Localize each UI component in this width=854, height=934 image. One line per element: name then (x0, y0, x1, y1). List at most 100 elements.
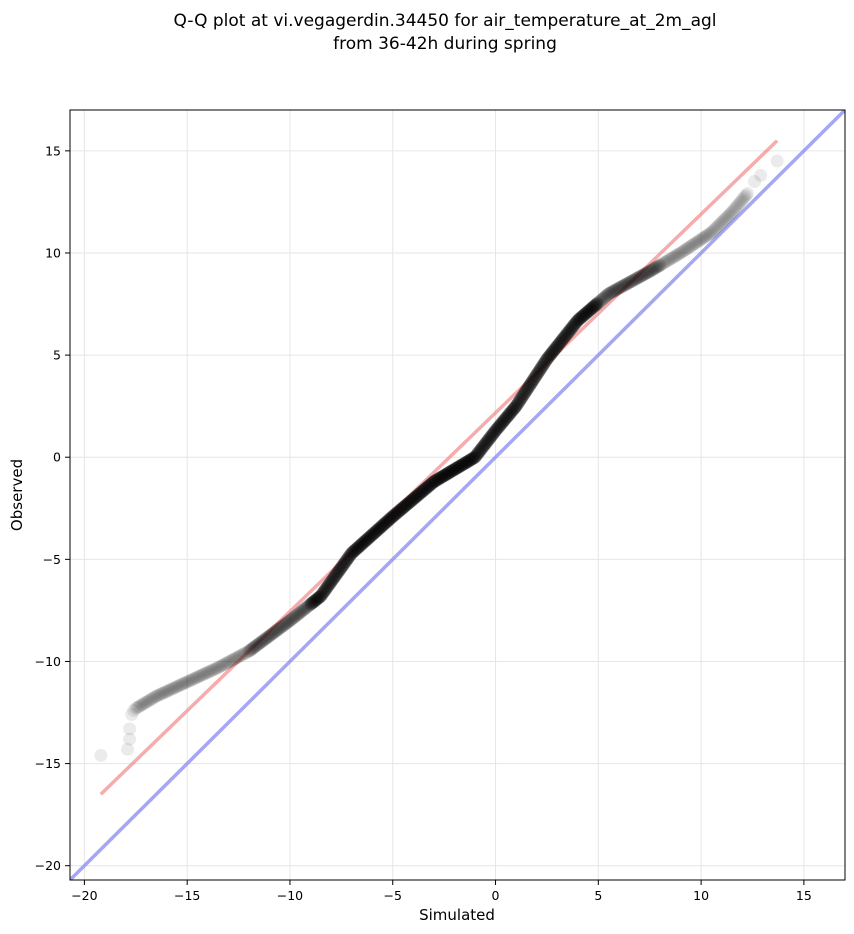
quantile-point (546, 345, 560, 359)
quantile-point (551, 339, 565, 353)
quantile-point (565, 320, 579, 334)
quantile-point (202, 665, 216, 679)
quantile-point (734, 194, 748, 208)
x-axis-label: Simulated (419, 906, 495, 924)
quantile-point (692, 233, 706, 247)
quantile-point (379, 515, 393, 529)
quantile-point (475, 441, 489, 455)
quantile-point (269, 624, 283, 638)
quantile-point (671, 247, 685, 261)
quantile-point (125, 708, 139, 722)
quantile-point (315, 587, 329, 601)
quantile-point (451, 461, 465, 475)
quantile-point (273, 621, 287, 635)
quantile-point (351, 541, 365, 555)
quantile-point (380, 514, 394, 528)
quantile-point (203, 664, 217, 678)
quantile-point (680, 242, 694, 256)
quantile-point (348, 543, 362, 557)
y-tick-label: −10 (35, 654, 61, 669)
quantile-point (184, 673, 198, 687)
quantile-point (721, 209, 735, 223)
quantile-point (483, 431, 497, 445)
quantile-point (192, 670, 206, 684)
quantile-point (276, 619, 290, 633)
quantile-point (526, 373, 540, 387)
quantile-point (654, 257, 668, 271)
quantile-point (726, 204, 740, 218)
quantile-point (141, 694, 155, 708)
quantile-point (422, 479, 436, 493)
quantile-point (150, 689, 164, 703)
x-tick-label: 15 (796, 888, 812, 903)
quantile-point (512, 394, 526, 408)
quantile-point (432, 472, 446, 486)
quantile-point (662, 253, 676, 267)
quantile-point (412, 487, 426, 501)
quantile-point (469, 449, 483, 463)
quantile-point (454, 458, 468, 472)
quantile-point (135, 698, 149, 712)
quantile-point (495, 416, 509, 430)
quantile-point (363, 530, 377, 544)
x-tick-label: −20 (71, 888, 97, 903)
quantile-point (741, 186, 755, 200)
quantile-point (131, 700, 145, 714)
quantile-point (214, 659, 228, 673)
quantile-point (732, 197, 746, 211)
quantile-point (711, 219, 725, 233)
quantile-point (556, 333, 570, 347)
quantile-point (708, 221, 722, 235)
quantile-point (378, 516, 392, 530)
quantile-point (266, 626, 280, 640)
quantile-point (367, 526, 381, 540)
quantile-point (720, 210, 734, 224)
quantile-point (129, 701, 143, 715)
quantile-point (353, 538, 367, 552)
quantile-point (500, 410, 514, 424)
quantile-point (424, 478, 438, 492)
quantile-point (452, 460, 466, 474)
quantile-point (288, 610, 302, 624)
quantile-point (292, 607, 306, 621)
quantile-point (516, 389, 530, 403)
quantile-point (271, 623, 285, 637)
quantile-point (193, 669, 207, 683)
quantile-point (414, 486, 428, 500)
quantile-point (329, 569, 343, 583)
quantile-point (496, 414, 510, 428)
quantile-point (723, 207, 737, 221)
quantile-point (648, 261, 662, 275)
quantile-point (625, 274, 639, 288)
quantile-point (358, 534, 372, 548)
quantile-point (549, 340, 563, 354)
quantile-point (560, 326, 574, 340)
quantile-point (405, 493, 419, 507)
quantile-point (303, 598, 317, 612)
quantile-point (341, 551, 355, 565)
quantile-point (601, 287, 615, 301)
quantile-point (659, 255, 673, 269)
quantile-point (575, 309, 589, 323)
quantile-point (377, 518, 391, 532)
quantile-point (447, 463, 461, 477)
quantile-point (663, 252, 677, 266)
quantile-point (257, 633, 271, 647)
quantile-point (602, 286, 616, 300)
quantile-point (614, 280, 628, 294)
quantile-point (127, 703, 141, 717)
quantile-point (366, 527, 380, 541)
quantile-point (647, 262, 661, 276)
quantile-point (621, 276, 635, 290)
quantile-point (636, 268, 650, 282)
quantile-point (442, 466, 456, 480)
quantile-point (263, 628, 277, 642)
quantile-point (404, 494, 418, 508)
quantile-point (667, 250, 681, 264)
quantile-point (395, 501, 409, 515)
quantile-point (425, 476, 439, 490)
quantile-point (736, 192, 750, 206)
quantile-point (468, 450, 482, 464)
quantile-point (681, 241, 695, 255)
quantile-point (253, 636, 267, 650)
